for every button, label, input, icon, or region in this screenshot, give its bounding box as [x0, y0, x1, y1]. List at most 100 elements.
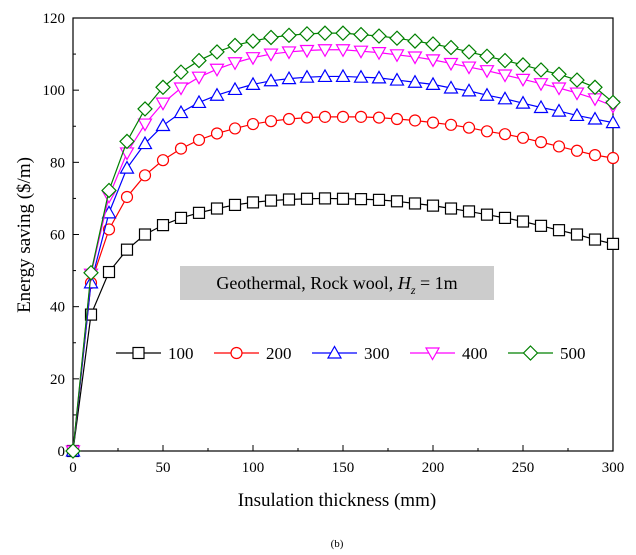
data-point-200: [210, 127, 224, 140]
data-point-300: [299, 69, 315, 83]
data-point-400: [533, 78, 549, 92]
data-point-100: [588, 233, 602, 246]
legend: 100 200 300 400 500: [116, 344, 586, 363]
data-point-100: [462, 205, 476, 218]
data-point-500: [551, 66, 567, 83]
plot-frame: [72, 17, 614, 452]
data-point-400: [551, 82, 567, 96]
data-point-400: [227, 57, 243, 71]
data-point-400: [353, 45, 369, 59]
annotation-symbol: H: [397, 273, 412, 293]
data-point-400: [209, 63, 225, 77]
data-point-300: [83, 275, 99, 289]
data-point-500: [191, 52, 207, 69]
data-point-300: [407, 74, 423, 88]
data-point-100: [120, 243, 134, 256]
legend-item-100: 100: [116, 344, 194, 363]
data-point-500: [425, 36, 441, 52]
data-point-500: [461, 44, 477, 60]
data-point-300: [335, 68, 351, 83]
data-point-200: [426, 116, 440, 129]
data-point-200: [390, 112, 404, 126]
data-point-500: [137, 101, 153, 117]
data-point-100: [156, 219, 170, 232]
data-point-100: [534, 219, 548, 232]
data-point-500: [389, 30, 405, 47]
y-tick-label: 40: [50, 300, 65, 316]
data-point-100: [354, 193, 368, 206]
data-point-100: [228, 198, 242, 212]
x-axis-title: Insulation thickness (mm): [238, 490, 436, 511]
data-point-500: [101, 182, 117, 199]
series-line-400: [72, 49, 614, 452]
data-point-200: [228, 122, 242, 135]
data-point-300: [479, 87, 495, 101]
data-point-100: [552, 224, 566, 237]
data-point-300: [533, 99, 549, 114]
data-point-400: [137, 118, 153, 132]
data-point-300: [209, 87, 225, 101]
data-point-200: [534, 136, 548, 149]
data-point-400: [515, 73, 531, 88]
data-point-400: [335, 44, 351, 58]
data-point-200: [318, 110, 332, 123]
data-point-400: [425, 54, 441, 68]
annotation-box: Geothermal, Rock wool, Hz = 1m: [180, 266, 494, 300]
annotation-main-text: Geothermal, Rock wool,: [216, 273, 397, 293]
data-point-300: [137, 135, 153, 150]
data-point-100: [138, 228, 152, 241]
x-tick-label: 300: [602, 460, 625, 476]
data-point-500: [353, 26, 369, 43]
data-point-300: [173, 104, 189, 119]
series-500: [65, 25, 621, 459]
legend-marker: [132, 346, 145, 360]
data-point-100: [426, 199, 440, 212]
data-point-200: [156, 154, 170, 167]
series-100: [66, 192, 620, 458]
data-point-100: [372, 193, 386, 206]
legend-marker: [230, 346, 243, 360]
y-tick-label: 20: [50, 372, 65, 388]
data-point-300: [569, 107, 585, 122]
data-point-400: [317, 44, 333, 58]
data-point-200: [192, 133, 206, 147]
data-point-300: [155, 117, 171, 132]
data-point-200: [552, 140, 566, 153]
y-tick-label: 80: [50, 155, 65, 171]
legend-label: 500: [560, 344, 586, 363]
data-point-300: [461, 83, 477, 97]
data-point-300: [227, 81, 243, 96]
data-point-200: [408, 114, 422, 127]
data-point-100: [516, 215, 530, 228]
data-point-100: [210, 202, 224, 215]
data-point-100: [390, 195, 404, 208]
data-point-500: [515, 57, 531, 73]
legend-item-500: 500: [508, 344, 586, 363]
data-point-400: [245, 52, 261, 66]
data-point-100: [84, 308, 98, 321]
data-point-500: [173, 64, 189, 80]
y-tick-label: 60: [50, 228, 65, 244]
legend-marker: [326, 345, 343, 359]
data-point-400: [299, 44, 315, 59]
data-point-500: [335, 25, 351, 42]
legend-marker: [424, 347, 441, 361]
data-point-400: [497, 69, 513, 83]
data-point-200: [354, 110, 368, 123]
data-point-500: [569, 72, 585, 88]
data-point-200: [336, 110, 350, 123]
data-point-200: [570, 144, 584, 157]
data-point-100: [174, 211, 188, 225]
y-tick-label: 100: [43, 83, 66, 99]
data-point-100: [498, 211, 512, 225]
axis-ticks: 0 50 100 150 200 250 300 0 20 40 60 80 100 120: [43, 11, 625, 476]
data-point-500: [65, 443, 81, 459]
data-point-100: [192, 206, 206, 219]
data-point-100: [300, 192, 314, 205]
x-tick-label: 100: [242, 460, 265, 476]
data-point-200: [462, 121, 476, 134]
data-point-300: [263, 73, 279, 87]
data-point-200: [606, 151, 620, 165]
data-point-300: [281, 70, 297, 85]
series-line-100: [72, 197, 614, 452]
